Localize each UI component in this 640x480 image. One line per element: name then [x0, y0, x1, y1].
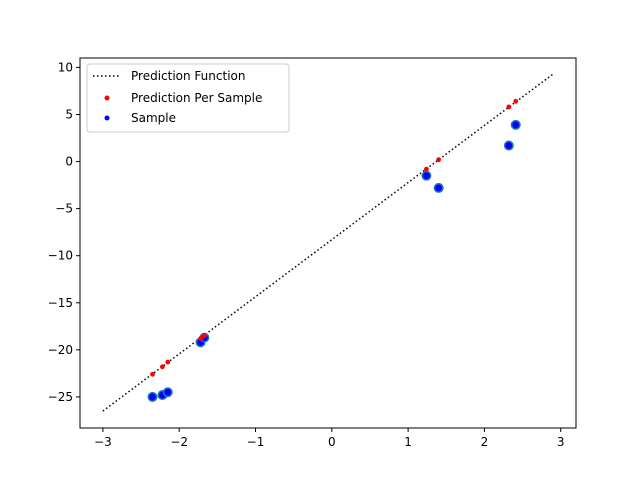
- legend: Prediction Function Prediction Per Sampl…: [86, 63, 290, 133]
- sample-point: [162, 387, 173, 398]
- y-tick-label: 10: [58, 60, 73, 74]
- sample-point: [510, 119, 521, 130]
- x-tick-label: −2: [170, 435, 188, 449]
- y-tick-label: 5: [65, 107, 73, 121]
- plot-content: [102, 73, 554, 412]
- x-tick-label: 1: [404, 435, 412, 449]
- legend-box: [86, 63, 290, 133]
- prediction-point: [201, 333, 207, 339]
- prediction-point: [513, 98, 519, 104]
- legend-label-prediction-per-sample: Prediction Per Sample: [131, 91, 262, 105]
- y-tick-label: −25: [48, 390, 73, 404]
- prediction-function-line: [102, 73, 554, 412]
- x-tick-label: −1: [247, 435, 265, 449]
- y-tick-label: 0: [65, 155, 73, 169]
- legend-swatch-sample: [104, 115, 110, 121]
- sample-point: [433, 182, 444, 193]
- sample-point: [503, 140, 514, 151]
- x-tick-label: 3: [557, 435, 565, 449]
- plot-frame: [79, 57, 577, 429]
- legend-label-sample: Sample: [131, 111, 176, 125]
- y-axis-ticks: 10 5 0 −5 −10 −15 −20 −25: [48, 60, 80, 404]
- prediction-point: [506, 104, 512, 110]
- legend-swatch-prediction-per-sample: [104, 95, 110, 101]
- x-axis-ticks: −3 −2 −1 0 1 2 3: [94, 428, 565, 449]
- x-tick-label: 0: [328, 435, 336, 449]
- y-tick-label: −20: [48, 343, 73, 357]
- prediction-point: [436, 157, 442, 163]
- legend-label-prediction-function: Prediction Function: [131, 69, 245, 83]
- y-tick-label: −10: [48, 249, 73, 263]
- prediction-point: [198, 336, 203, 341]
- prediction-point: [165, 359, 171, 365]
- x-tick-label: −3: [94, 435, 112, 449]
- prediction-point: [150, 371, 155, 377]
- prediction-point: [160, 364, 165, 370]
- prediction-point: [424, 166, 429, 172]
- sample-point: [421, 170, 432, 181]
- y-tick-label: −5: [55, 202, 73, 216]
- sample-point: [147, 391, 158, 402]
- x-tick-label: 2: [481, 435, 489, 449]
- y-tick-label: −15: [48, 296, 73, 310]
